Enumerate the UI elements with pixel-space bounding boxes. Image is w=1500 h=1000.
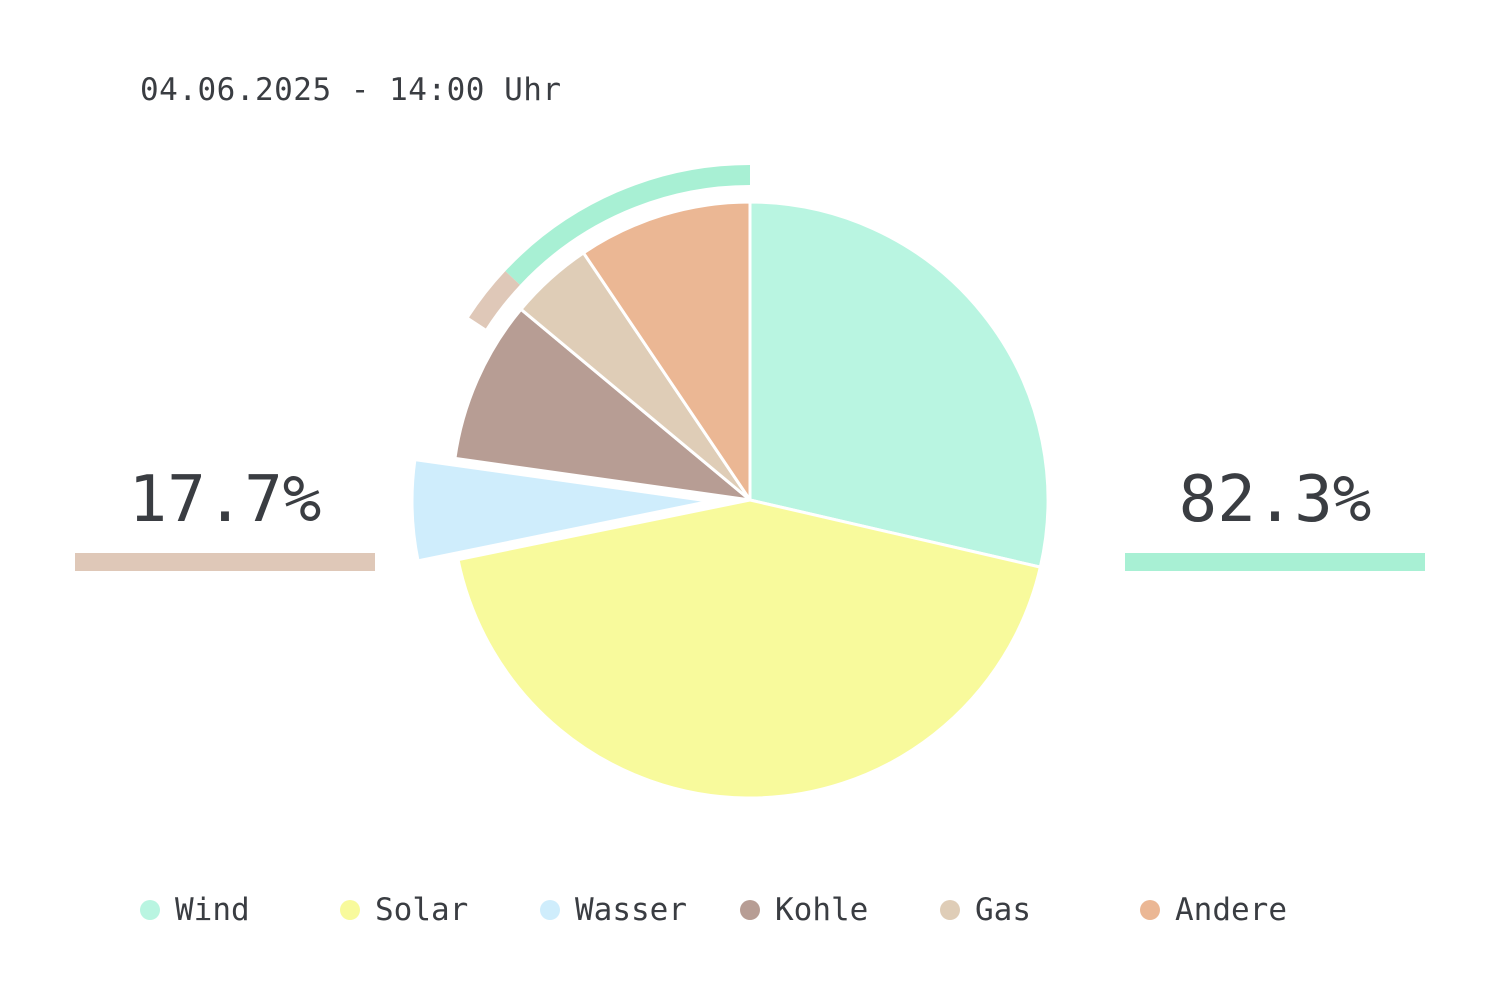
renewable-share-bar (1125, 553, 1425, 571)
renewable-share-label: 82.3% (1178, 463, 1372, 537)
pie-slice-wasser (410, 458, 712, 563)
pie-slice-kohle (453, 307, 752, 502)
legend-dot-wasser (540, 900, 560, 920)
chart-timestamp: 04.06.2025 - 14:00 Uhr (140, 72, 562, 108)
legend-dot-wind (140, 900, 160, 920)
legend-label-wind: Wind (175, 892, 250, 928)
legend-label-gas: Gas (975, 892, 1031, 928)
outer-ring-fossil (469, 271, 521, 329)
pie-slice-andere (581, 200, 752, 502)
fossil-share-bar (75, 553, 375, 571)
fossil-share-label: 17.7% (128, 463, 322, 537)
legend-dot-kohle (740, 900, 760, 920)
outer-ring-renewable (505, 165, 751, 285)
legend-label-solar: Solar (375, 892, 469, 928)
pie-slice-solar (456, 498, 1042, 800)
legend-label-andere: Andere (1175, 892, 1287, 928)
legend-dot-solar (340, 900, 360, 920)
legend-dot-andere (1140, 900, 1160, 920)
legend-label-kohle: Kohle (775, 892, 869, 928)
legend-label-wasser: Wasser (575, 892, 687, 928)
legend-dot-gas (940, 900, 960, 920)
pie-slice-wind (748, 200, 1050, 569)
